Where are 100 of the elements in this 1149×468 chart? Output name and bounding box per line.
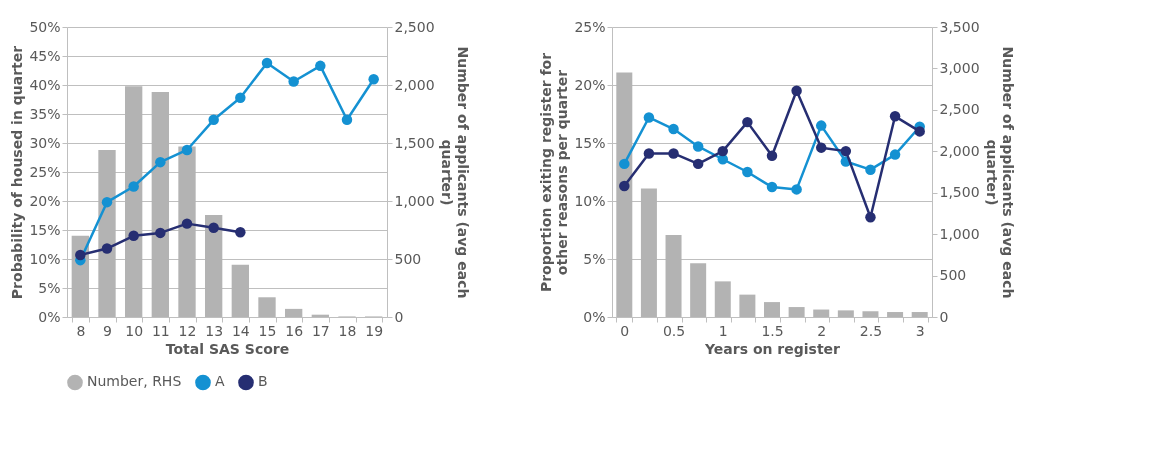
y-tick-label: 50% xyxy=(29,18,61,35)
y-tick-label: 0% xyxy=(583,308,606,325)
point xyxy=(815,120,827,131)
point xyxy=(101,196,113,208)
point xyxy=(840,145,852,157)
point xyxy=(717,145,729,157)
point xyxy=(865,164,876,175)
point xyxy=(668,123,679,135)
point xyxy=(815,142,827,153)
bar xyxy=(887,312,904,317)
x-tick-label: 1 xyxy=(718,322,728,339)
y-tick-label: 20% xyxy=(574,76,606,93)
point xyxy=(692,158,704,170)
y-tick-label: 25% xyxy=(29,163,61,180)
x-tick-label: 10 xyxy=(125,322,144,339)
point xyxy=(155,156,166,168)
point xyxy=(288,76,299,87)
x-tick-label: 17 xyxy=(311,322,330,339)
x-tick-label: 2.5 xyxy=(859,322,883,339)
y-tick-label: 20% xyxy=(29,192,61,209)
point xyxy=(235,227,246,238)
point xyxy=(766,181,778,193)
x-tick-label: 3 xyxy=(915,322,925,339)
point xyxy=(791,184,802,195)
y-tick-label: 40% xyxy=(29,76,61,93)
bar xyxy=(837,310,854,317)
legend-label: Number, RHS xyxy=(87,373,182,390)
x-axis-title: Years on register xyxy=(703,340,841,357)
x-tick-label: 11 xyxy=(151,322,170,339)
y-tick-label: 5% xyxy=(38,279,61,296)
point xyxy=(889,111,901,122)
point xyxy=(668,148,679,159)
legend-label: B xyxy=(258,373,268,390)
y-tick-label: 0% xyxy=(38,308,61,325)
y-tick-label: 15% xyxy=(29,221,61,238)
point xyxy=(128,181,139,192)
point xyxy=(889,149,901,160)
point xyxy=(315,60,326,72)
y-tick-label: 35% xyxy=(29,105,61,122)
y2-tick-label: 1,000 xyxy=(939,225,980,242)
x-tick-label: 19 xyxy=(365,322,384,339)
bar xyxy=(690,263,707,317)
bar xyxy=(764,302,780,317)
y-tick-label: 45% xyxy=(29,47,61,64)
point xyxy=(914,126,925,137)
bar xyxy=(739,294,756,317)
bar xyxy=(258,297,276,317)
point xyxy=(208,222,219,233)
point xyxy=(619,180,630,192)
y2-tick-label: 500 xyxy=(939,267,967,284)
x-tick-label: 13 xyxy=(205,322,224,339)
x-tick-label: 1.5 xyxy=(761,322,784,339)
y-axis-title: Proportion exiting register for other reasons per quarter xyxy=(538,52,571,293)
x-tick-label: 0 xyxy=(620,322,630,339)
y2-tick-label: 2,500 xyxy=(939,101,980,118)
point xyxy=(181,218,193,229)
point xyxy=(791,85,802,97)
y-tick-label: 25% xyxy=(574,18,606,35)
y2-tick-label: 1,500 xyxy=(394,134,435,151)
x-axis-title: Total SAS Score xyxy=(165,340,290,357)
y-tick-label: 10% xyxy=(29,250,61,267)
y-tick-label: 15% xyxy=(574,134,606,151)
bar xyxy=(813,309,830,317)
bar xyxy=(911,312,928,317)
y2-axis-title: Number of applicants (avg each quarter) xyxy=(438,46,471,299)
point xyxy=(865,212,876,223)
y2-tick-label: 3,000 xyxy=(939,59,980,76)
y2-tick-label: 2,500 xyxy=(394,18,435,35)
y2-tick-label: 3,500 xyxy=(939,18,980,35)
x-tick-label: 16 xyxy=(285,322,304,339)
point xyxy=(619,158,630,170)
point xyxy=(261,57,273,69)
x-tick-label: 9 xyxy=(103,322,112,339)
y2-tick-label: 1,000 xyxy=(394,192,435,209)
y-tick-label: 10% xyxy=(574,192,606,209)
point xyxy=(101,243,113,254)
x-tick-label: 2 xyxy=(817,322,827,339)
point xyxy=(75,249,86,261)
legend-label: A xyxy=(215,373,225,390)
y-axis-title: Probability of housed in quarter xyxy=(9,45,26,300)
bar xyxy=(285,308,303,317)
x-tick-label: 18 xyxy=(338,322,357,339)
y2-tick-label: 2,000 xyxy=(939,142,980,159)
point xyxy=(235,92,246,103)
point xyxy=(128,230,139,242)
point xyxy=(742,166,753,178)
point xyxy=(181,144,193,156)
point xyxy=(766,150,778,161)
y-tick-label: 30% xyxy=(29,134,61,151)
x-tick-label: 0.5 xyxy=(662,322,686,339)
y2-axis-title: Number of applicants (avg each quarter) xyxy=(983,46,1016,299)
x-tick-label: 14 xyxy=(231,322,250,339)
point xyxy=(643,112,655,123)
y-tick-label: 5% xyxy=(583,250,606,267)
point xyxy=(643,148,655,159)
bar xyxy=(788,307,805,317)
y2-tick-label: 1,500 xyxy=(939,184,980,201)
x-tick-label: 12 xyxy=(178,322,197,339)
x-tick-label: 15 xyxy=(258,322,277,339)
point xyxy=(155,227,166,239)
